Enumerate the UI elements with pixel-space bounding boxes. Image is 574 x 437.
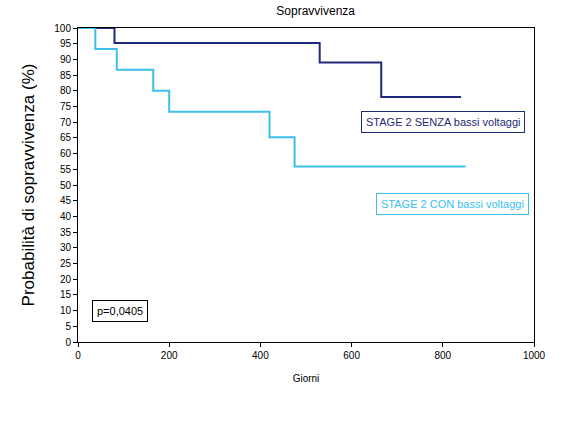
- svg-text:95: 95: [60, 38, 72, 49]
- svg-text:STAGE 2 SENZA bassi voltaggi: STAGE 2 SENZA bassi voltaggi: [366, 116, 520, 128]
- svg-text:Probabilità di sopravvivenza (: Probabilità di sopravvivenza (%): [19, 64, 38, 307]
- svg-text:100: 100: [54, 23, 71, 34]
- svg-text:STAGE 2 CON bassi voltaggi: STAGE 2 CON bassi voltaggi: [381, 198, 524, 210]
- svg-text:200: 200: [161, 350, 178, 361]
- svg-text:Giorni: Giorni: [293, 373, 320, 384]
- svg-text:55: 55: [60, 164, 72, 175]
- svg-text:5: 5: [65, 321, 71, 332]
- svg-text:65: 65: [60, 132, 72, 143]
- svg-text:35: 35: [60, 227, 72, 238]
- svg-text:75: 75: [60, 101, 72, 112]
- svg-text:40: 40: [60, 211, 72, 222]
- svg-text:45: 45: [60, 195, 72, 206]
- svg-text:30: 30: [60, 242, 72, 253]
- svg-text:p=0,0405: p=0,0405: [97, 305, 143, 317]
- svg-text:25: 25: [60, 258, 72, 269]
- svg-text:1000: 1000: [523, 350, 546, 361]
- svg-text:50: 50: [60, 180, 72, 191]
- svg-text:10: 10: [60, 305, 72, 316]
- svg-text:60: 60: [60, 148, 72, 159]
- svg-text:Sopravvivenza: Sopravvivenza: [276, 4, 355, 18]
- svg-text:600: 600: [343, 350, 360, 361]
- svg-text:15: 15: [60, 289, 72, 300]
- svg-text:400: 400: [252, 350, 269, 361]
- svg-text:80: 80: [60, 85, 72, 96]
- svg-text:85: 85: [60, 70, 72, 81]
- svg-text:0: 0: [75, 350, 81, 361]
- svg-text:20: 20: [60, 274, 72, 285]
- svg-text:70: 70: [60, 117, 72, 128]
- svg-text:0: 0: [65, 337, 71, 348]
- svg-text:800: 800: [434, 350, 451, 361]
- svg-text:90: 90: [60, 54, 72, 65]
